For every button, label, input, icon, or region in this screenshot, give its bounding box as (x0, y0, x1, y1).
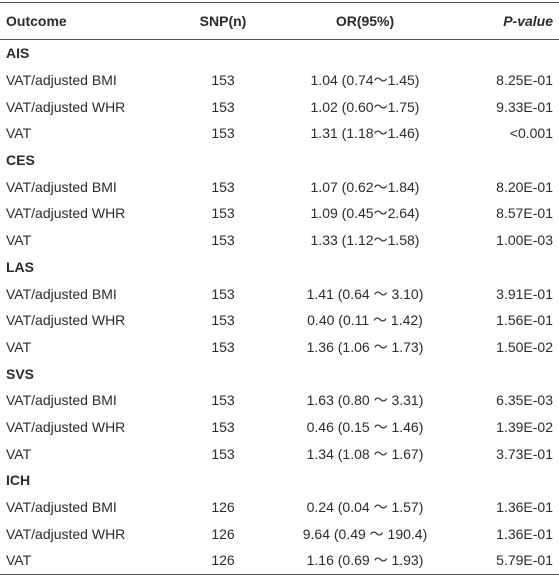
group-row: LAS (0, 254, 559, 281)
cell: VAT (6, 125, 32, 142)
cell: VAT (6, 552, 32, 569)
data-row: VAT/adjusted BMI 153 1.04 (0.74～1.45) 8.25E… (0, 67, 559, 94)
cell: VAT/adjusted WHR (6, 98, 126, 115)
data-row: VAT/adjusted WHR 126 9.64 (0.49 ～ 190.4) 1.… (0, 520, 559, 547)
group-name: ICH (6, 472, 31, 489)
group-name: LAS (6, 258, 34, 275)
group-row: CES (0, 147, 559, 174)
cell: 153 (211, 285, 235, 302)
header-cell: P-value (456, 2, 559, 40)
cell: <0.001 (509, 125, 553, 142)
cell: 1.36E-01 (496, 499, 553, 516)
cell: 1.50E-02 (496, 338, 553, 355)
cell: 1.36 (1.06 ～ 1.73) (306, 338, 424, 355)
data-row: VAT 126 1.16 (0.69 ～ 1.93) 5.79E-01 (0, 547, 559, 574)
cell: 1.31 (1.18～1.46) (310, 125, 420, 142)
data-row: VAT/adjusted WHR 153 1.09 (0.45～2.64) 8.57E… (0, 200, 559, 227)
cell: 153 (211, 205, 235, 222)
cell: 3.91E-01 (496, 285, 553, 302)
cell: VAT (6, 232, 32, 249)
cell: 153 (211, 125, 235, 142)
group-name: AIS (6, 45, 30, 62)
cell: 1.02 (0.60～1.75) (310, 98, 420, 115)
cell: VAT (6, 338, 32, 355)
group-row: AIS (0, 40, 559, 67)
cell: 1.00E-03 (496, 232, 553, 249)
cell: VAT/adjusted BMI (6, 72, 117, 89)
group-row: ICH (0, 467, 559, 494)
results-table: Outcome SNP(n) OR(95%) P-value AIS VAT/ad… (0, 2, 559, 575)
cell: 126 (211, 499, 235, 516)
cell: 8.20E-01 (496, 178, 553, 195)
cell: 153 (211, 232, 235, 249)
cell: 153 (211, 312, 235, 329)
data-row: VAT/adjusted WHR 153 0.46 (0.15 ～ 1.46) 1.3… (0, 414, 559, 441)
cell: 0.40 (0.11 ～ 1.42) (307, 312, 423, 329)
header-row: Outcome SNP(n) OR(95%) P-value (0, 2, 559, 40)
cell: 1.39E-02 (496, 418, 553, 435)
cell: VAT/adjusted WHR (6, 418, 126, 435)
cell: 153 (211, 178, 235, 195)
cell: 126 (211, 552, 235, 569)
cell: 9.33E-01 (496, 98, 553, 115)
data-row: VAT 153 1.36 (1.06 ～ 1.73) 1.50E-02 (0, 334, 559, 361)
group-name: CES (6, 152, 35, 169)
cell: VAT/adjusted BMI (6, 178, 117, 195)
cell: 3.73E-01 (496, 445, 553, 462)
header-cell: OR(95%) (274, 2, 456, 40)
cell: 126 (211, 525, 235, 542)
cell: 1.34 (1.08 ～ 1.67) (306, 445, 424, 462)
cell: VAT/adjusted WHR (6, 312, 126, 329)
header-cell: SNP(n) (172, 2, 274, 40)
cell: 8.25E-01 (496, 72, 553, 89)
cell: VAT/adjusted WHR (6, 525, 126, 542)
data-row: VAT 153 1.31 (1.18～1.46) <0.001 (0, 120, 559, 147)
cell: 1.07 (0.62～1.84) (310, 178, 420, 195)
cell: VAT/adjusted BMI (6, 392, 117, 409)
group-name: SVS (6, 365, 35, 382)
cell: 1.36E-01 (496, 525, 553, 542)
cell: 1.33 (1.12～1.58) (310, 232, 420, 249)
cell: 1.09 (0.45～2.64) (310, 205, 420, 222)
cell: 1.41 (0.64 ～ 3.10) (306, 285, 424, 302)
cell: 1.16 (0.69 ～ 1.93) (306, 552, 424, 569)
data-row: VAT/adjusted BMI 126 0.24 (0.04 ～ 1.57) 1.3… (0, 494, 559, 521)
data-row: VAT/adjusted WHR 153 1.02 (0.60～1.75) 9.33E… (0, 93, 559, 120)
cell: VAT/adjusted BMI (6, 285, 117, 302)
cell: 5.79E-01 (496, 552, 553, 569)
cell: 153 (211, 418, 235, 435)
cell: 153 (211, 392, 235, 409)
cell: 8.57E-01 (496, 205, 553, 222)
cell: 6.35E-03 (496, 392, 553, 409)
cell: 9.64 (0.49 ～ 190.4) (302, 525, 428, 542)
cell: VAT/adjusted BMI (6, 499, 117, 516)
group-row: SVS (0, 360, 559, 387)
cell: VAT (6, 445, 32, 462)
cell: 1.63 (0.80 ～ 3.31) (306, 392, 424, 409)
header-cell: Outcome (0, 2, 172, 40)
cell: 1.04 (0.74～1.45) (310, 72, 420, 89)
cell: 153 (211, 98, 235, 115)
cell: 0.46 (0.15 ～ 1.46) (306, 418, 424, 435)
cell: 153 (211, 72, 235, 89)
cell: 1.56E-01 (496, 312, 553, 329)
data-row: VAT/adjusted BMI 153 1.63 (0.80 ～ 3.31) 6.3… (0, 387, 559, 414)
data-row: VAT 153 1.34 (1.08 ～ 1.67) 3.73E-01 (0, 440, 559, 467)
data-row: VAT/adjusted WHR 153 0.40 (0.11 ～ 1.42) 1.5… (0, 307, 559, 334)
data-row: VAT/adjusted BMI 153 1.41 (0.64 ～ 3.10) 3.9… (0, 280, 559, 307)
data-row: VAT 153 1.33 (1.12～1.58) 1.00E-03 (0, 227, 559, 254)
cell: VAT/adjusted WHR (6, 205, 126, 222)
data-row: VAT/adjusted BMI 153 1.07 (0.62～1.84) 8.20E… (0, 173, 559, 200)
table-body: AIS VAT/adjusted BMI 153 1.04 (0.74～1.45) 8.… (0, 40, 559, 575)
cell: 0.24 (0.04 ～ 1.57) (306, 499, 424, 516)
cell: 153 (211, 445, 235, 462)
cell: 153 (211, 338, 235, 355)
